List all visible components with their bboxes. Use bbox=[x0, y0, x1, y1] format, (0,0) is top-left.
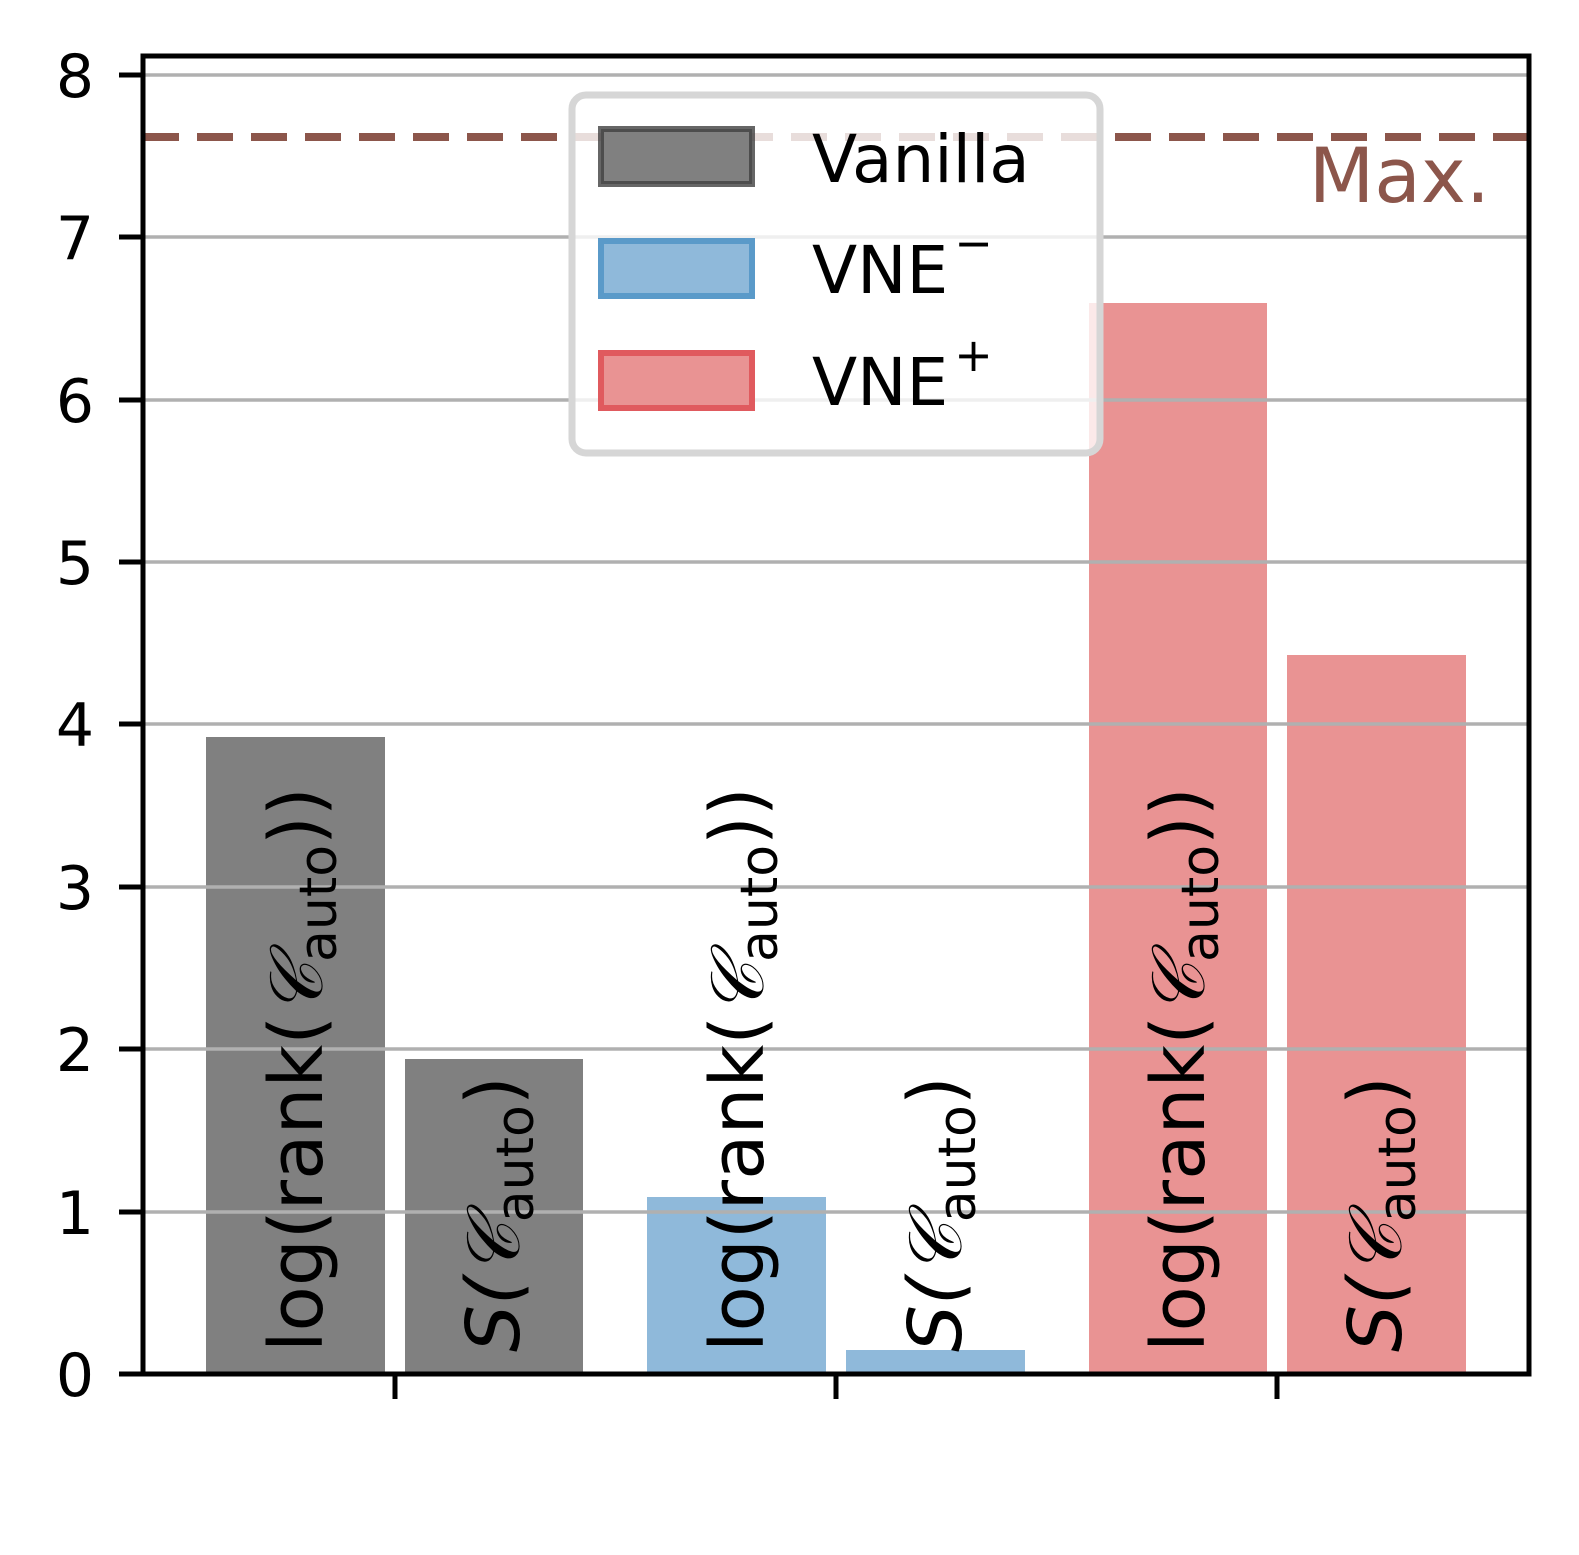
y-tick-label: 6 bbox=[56, 367, 94, 437]
bar-labels: log(rank(𝒞auto)) S(𝒞auto) log(rank(𝒞auto… bbox=[254, 787, 1428, 1352]
bar-label-vanilla-entropy: S(𝒞auto) bbox=[451, 1076, 546, 1352]
legend-item-vanilla: Vanilla bbox=[598, 121, 1030, 198]
bar-vne-plus-log-rank bbox=[1089, 303, 1267, 1374]
y-axis: 0 1 2 3 4 5 6 7 8 bbox=[56, 42, 143, 1411]
max-label: Max. bbox=[1309, 131, 1490, 220]
y-tick-label: 0 bbox=[56, 1341, 94, 1411]
legend-item-vne-plus: VNE + bbox=[598, 328, 993, 421]
bar-vne-minus-log-rank bbox=[647, 1197, 826, 1374]
y-tick-label: 8 bbox=[56, 42, 94, 112]
bar-label-vne-minus-entropy: S(𝒞auto) bbox=[893, 1076, 988, 1352]
legend-swatch-vanilla bbox=[598, 126, 755, 187]
legend-label-vne-plus: VNE + bbox=[812, 328, 993, 421]
x-axis bbox=[392, 1374, 1280, 1399]
y-tick-label: 7 bbox=[56, 204, 94, 274]
y-tick-label: 3 bbox=[56, 854, 94, 924]
legend-swatch-vne-plus bbox=[598, 350, 755, 411]
bar-vne-minus-entropy bbox=[846, 1350, 1025, 1374]
bar-label-vne-minus-log-rank: log(rank(𝒞auto)) bbox=[695, 787, 790, 1352]
legend-swatch-vne-minus bbox=[598, 238, 755, 299]
y-tick-label: 5 bbox=[56, 529, 94, 599]
legend: Vanilla VNE − VNE + bbox=[568, 91, 1104, 457]
y-tick-label: 4 bbox=[56, 691, 94, 761]
bar-vne-plus-entropy bbox=[1287, 655, 1466, 1374]
legend-label-vanilla: Vanilla bbox=[812, 121, 1030, 198]
bar-vanilla-entropy bbox=[405, 1059, 583, 1374]
legend-label-vne-minus: VNE − bbox=[812, 216, 993, 309]
legend-item-vne-minus: VNE − bbox=[598, 216, 993, 309]
bar-label-vne-plus-log-rank: log(rank(𝒞auto)) bbox=[1136, 787, 1231, 1352]
bar-vanilla-log-rank bbox=[206, 737, 385, 1374]
y-tick-label: 1 bbox=[56, 1179, 94, 1249]
bar-label-vanilla-log-rank: log(rank(𝒞auto)) bbox=[254, 787, 349, 1352]
y-tick-label: 2 bbox=[56, 1016, 94, 1086]
bars bbox=[206, 303, 1466, 1374]
bar-label-vne-plus-entropy: S(𝒞auto) bbox=[1333, 1076, 1428, 1352]
